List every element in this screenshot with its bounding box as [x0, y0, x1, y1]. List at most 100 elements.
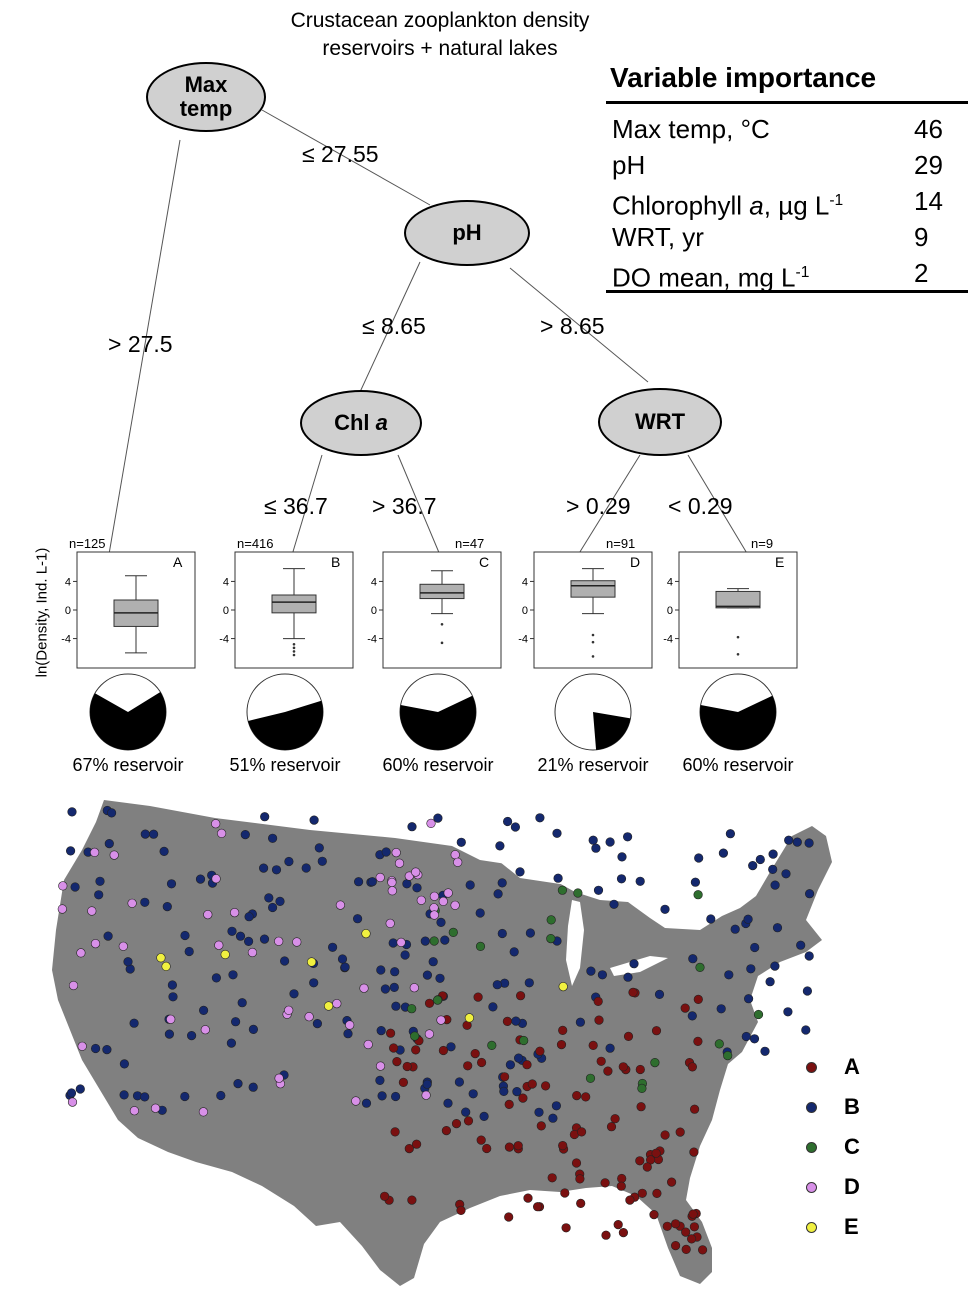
site-dot-D: [76, 948, 86, 958]
variable-name: Max temp, °C: [612, 114, 770, 144]
site-dot-A: [527, 1079, 537, 1089]
site-dot-D: [385, 918, 395, 929]
site-dot-B: [768, 864, 778, 875]
sample-size-label: n=91: [606, 536, 636, 551]
site-dot-A: [600, 1178, 610, 1188]
y-tick-label: 0: [65, 605, 71, 617]
site-dot-A: [660, 1130, 670, 1140]
node-ph: pH: [404, 200, 530, 266]
boxplot-panel-C: 4 0 -4: [367, 551, 502, 669]
node-chl-a-label: Chl a: [334, 410, 388, 435]
site-dot-D: [247, 947, 257, 958]
legend-label: B: [844, 1094, 860, 1119]
site-dot-B: [391, 1001, 401, 1011]
variable-importance-value: 14: [914, 186, 943, 216]
edge-label-wrt-gt: > 0.29: [566, 493, 631, 519]
site-dot-A: [463, 1061, 473, 1071]
site-dot-B: [548, 1113, 558, 1123]
site-dot-B: [510, 822, 521, 832]
site-dot-B: [635, 876, 645, 886]
site-dot-B: [280, 956, 290, 966]
site-dot-B: [199, 1005, 209, 1016]
site-dot-B: [488, 1002, 498, 1012]
site-dot-D: [118, 941, 128, 951]
site-dot-B: [552, 828, 562, 838]
edge-maxtemp-left: [107, 139, 181, 561]
site-dot-B: [412, 883, 422, 893]
edge-label-ph-gt: > 8.65: [540, 313, 605, 339]
site-dot-B: [159, 846, 169, 857]
site-dot-B: [804, 951, 814, 961]
site-dot-B: [407, 822, 417, 832]
site-dot-B: [375, 1075, 385, 1085]
site-dot-B: [475, 908, 485, 918]
site-dot-A: [688, 1209, 698, 1219]
site-dot-B: [75, 1084, 85, 1094]
site-dot-D: [426, 818, 436, 829]
site-dot-D: [150, 1103, 161, 1113]
site-dot-A: [571, 1158, 582, 1168]
site-dot-A: [610, 1114, 620, 1124]
edge-label-maxtemp-le: ≤ 27.55: [302, 141, 379, 167]
site-dot-B: [515, 867, 525, 877]
site-dot-B: [492, 980, 502, 990]
site-dot-E: [156, 953, 166, 963]
site-dot-B: [433, 813, 443, 823]
site-dot-A: [556, 1039, 567, 1050]
legend-item-B: B: [806, 1094, 886, 1124]
site-dot-A: [389, 1043, 399, 1053]
site-dot-B: [244, 936, 254, 947]
site-dot-B: [309, 978, 319, 988]
site-dot-B: [468, 1089, 478, 1099]
site-dot-C: [723, 1050, 733, 1061]
site-dot-B: [629, 959, 639, 969]
site-dot-A: [463, 1116, 474, 1126]
site-dot-B: [783, 1007, 793, 1017]
node-wrt-label: WRT: [634, 409, 686, 434]
site-dot-E: [558, 981, 568, 992]
site-dot-B: [588, 835, 598, 845]
site-dot-D: [166, 1014, 176, 1024]
site-dot-A: [504, 1099, 514, 1109]
node-wrt: WRT: [598, 388, 722, 456]
site-dot-A: [477, 1057, 487, 1068]
site-dot-B: [104, 838, 114, 849]
node-chl-a: Chl a: [300, 390, 422, 456]
site-dot-A: [470, 1048, 480, 1059]
site-dot-A: [576, 1127, 587, 1137]
site-dot-B: [166, 879, 177, 889]
site-dot-B: [376, 965, 386, 975]
site-dot-D: [211, 819, 221, 829]
site-dot-B: [440, 935, 450, 945]
site-dot-A: [652, 1188, 662, 1198]
site-dot-A: [504, 1142, 515, 1152]
site-dot-B: [381, 847, 391, 857]
variable-importance-row: WRT, yr 9: [612, 219, 952, 255]
site-dot-B: [741, 1031, 751, 1042]
site-dot-B: [765, 977, 775, 987]
node-chl-a-italic: a: [375, 410, 388, 435]
variable-importance-value: 2: [914, 258, 929, 288]
panel-letter: D: [630, 554, 641, 570]
site-dot-B: [605, 837, 615, 847]
site-dot-A: [536, 1121, 546, 1131]
site-dot-A: [392, 1056, 402, 1067]
y-tick-label: -4: [518, 634, 528, 646]
site-dot-A: [404, 1143, 414, 1154]
site-dot-B: [268, 833, 278, 843]
site-dot-E: [361, 928, 371, 939]
site-dot-B: [149, 829, 159, 839]
site-dot-D: [394, 858, 405, 868]
site-dot-A: [576, 1198, 586, 1208]
tree-edges: [107, 109, 749, 561]
site-dot-B: [654, 989, 665, 1000]
site-dot-A: [689, 1222, 700, 1232]
site-dot-A: [502, 1016, 513, 1027]
site-dot-B: [454, 1077, 465, 1087]
site-dot-B: [660, 904, 670, 914]
site-dot-B: [119, 1059, 129, 1069]
site-dot-D: [292, 937, 302, 947]
site-dot-C: [429, 936, 439, 946]
variable-importance-row: Chlorophyll a, µg L-1 14: [612, 183, 952, 221]
site-dot-B: [512, 1086, 522, 1097]
